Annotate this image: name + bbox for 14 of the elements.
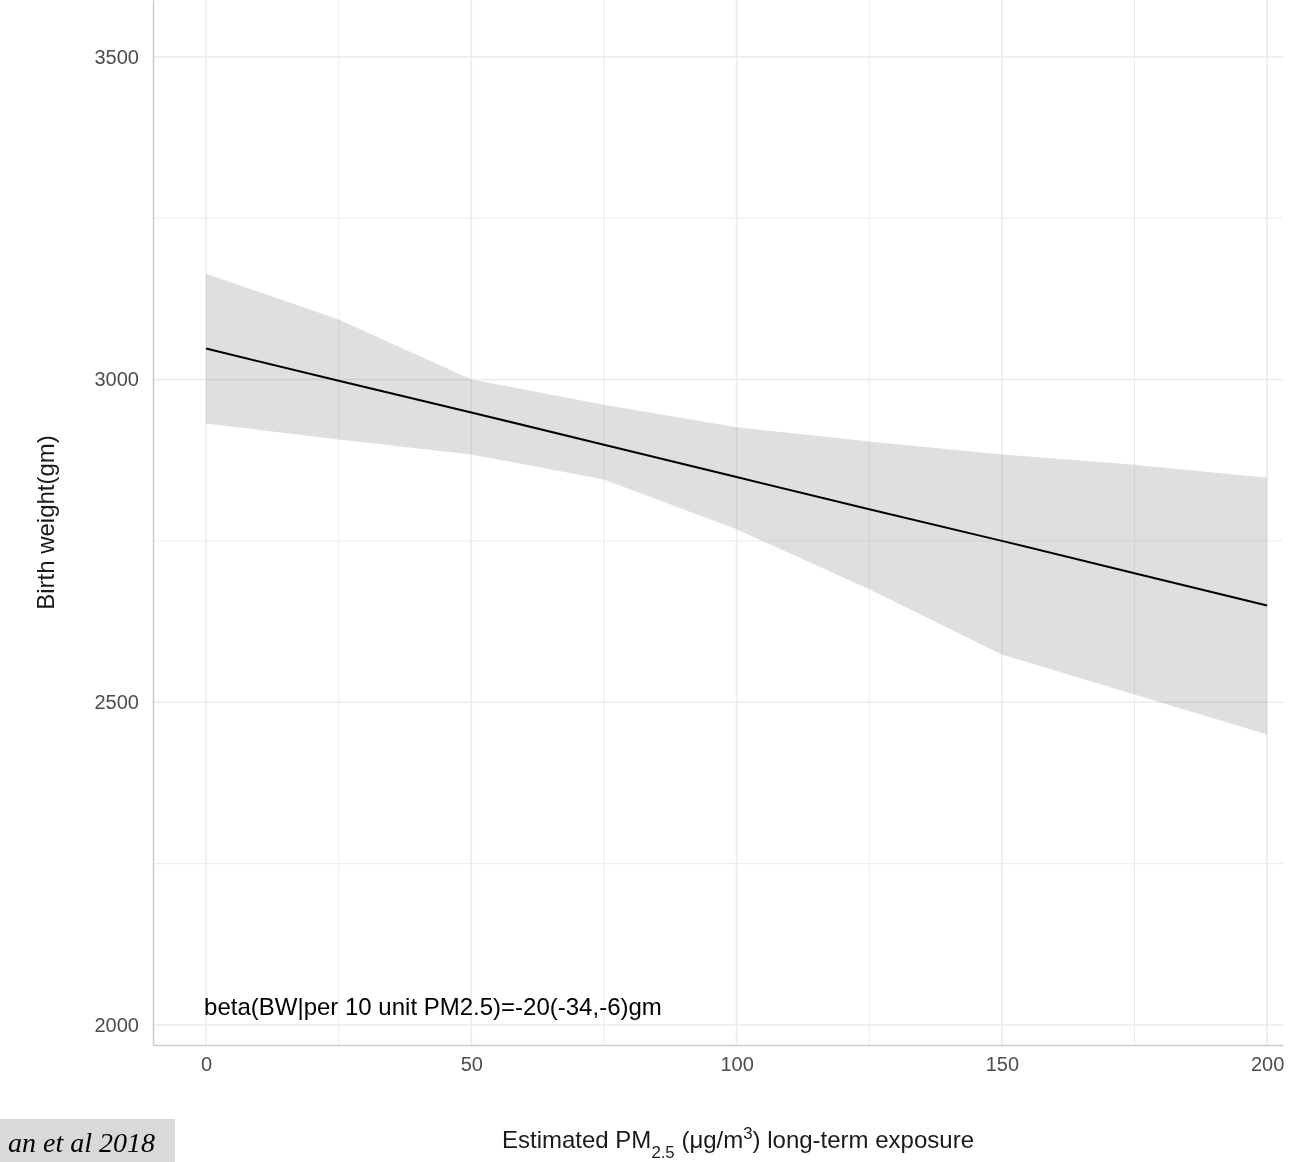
annotation: beta(BW|per 10 unit PM2.5)=-20(-34,-6)gm [204, 993, 662, 1020]
line-series [205, 347, 1269, 607]
x-tick-label: 50 [460, 1053, 483, 1076]
y-tick-label: 3000 [94, 368, 139, 391]
y-tick-label: 3500 [94, 45, 139, 68]
x-axis-title: Estimated PM$_{2.5}$ (μg/m$^{3}$) long-term exposure [501, 1123, 975, 1162]
x-tick-label: 150 [985, 1053, 1020, 1076]
y-axis-title: Birth weight(gm) [32, 435, 59, 610]
y-tick-label: 2000 [94, 1013, 139, 1036]
text: an et al 2018 [8, 1127, 155, 1158]
x-tick-label: 0 [200, 1053, 213, 1076]
x-tick-label: 100 [720, 1053, 754, 1076]
y-tick-label: 2500 [94, 691, 139, 714]
x-tick-label: 200 [1250, 1053, 1285, 1076]
